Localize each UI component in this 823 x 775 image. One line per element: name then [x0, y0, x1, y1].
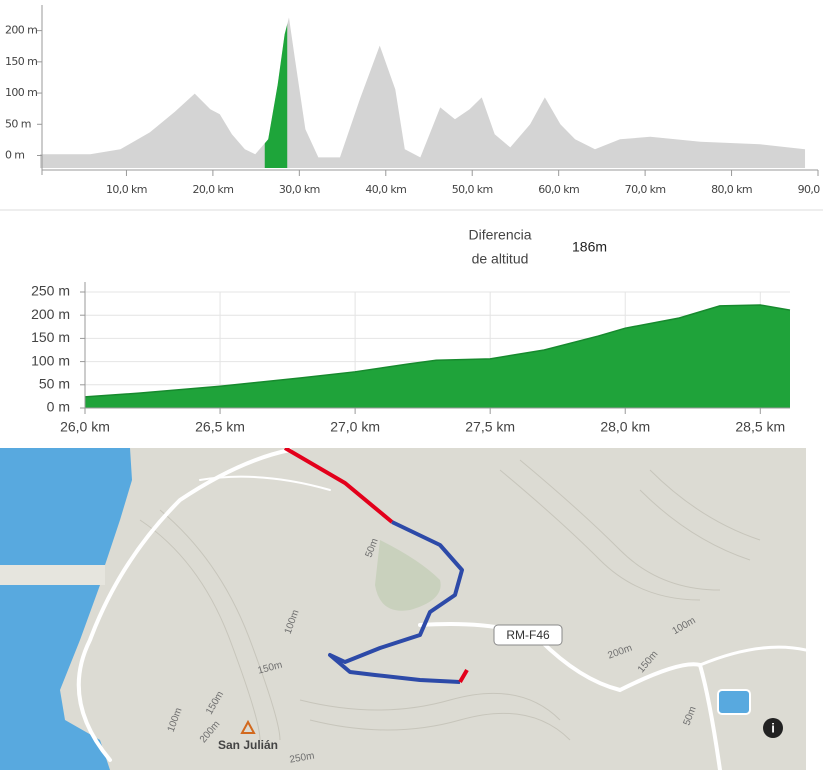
y-tick-label: 100 m	[31, 352, 70, 368]
map[interactable]: RM-F46 San Julián i 50m100m150m100m150m2…	[0, 448, 806, 770]
park	[375, 540, 441, 611]
stat-label: de altitud	[472, 251, 529, 267]
water	[0, 585, 110, 770]
x-tick-label: 26,0 km	[60, 419, 110, 435]
x-tick-label: 28,5 km	[735, 419, 785, 435]
x-tick-label: 40,0 km	[365, 183, 406, 196]
route-start	[283, 448, 394, 524]
elevation-area	[40, 17, 806, 169]
y-tick-label: 150 m	[5, 55, 37, 68]
stat-value: 186m	[572, 239, 607, 255]
y-tick-label: 100 m	[5, 86, 37, 99]
road-shield	[493, 624, 563, 646]
x-tick-label: 60,0 km	[538, 183, 579, 196]
x-tick-label: 10,0 km	[106, 183, 147, 196]
peak-icon	[240, 719, 256, 734]
road-label: RM-F46	[506, 628, 550, 642]
y-tick-label: 150 m	[31, 329, 70, 345]
x-tick-label: 28,0 km	[600, 419, 650, 435]
contour-label: 250m	[289, 751, 316, 766]
route-end	[458, 668, 469, 684]
y-tick-label: 200 m	[5, 24, 37, 37]
x-tick-label: 27,5 km	[465, 419, 515, 435]
y-tick-label: 50 m	[5, 117, 31, 130]
water	[0, 448, 132, 565]
x-tick-label: 26,5 km	[195, 419, 245, 435]
info-button[interactable]	[763, 718, 783, 738]
pond	[717, 689, 751, 715]
x-tick-label: 70,0 km	[625, 183, 666, 196]
y-tick-label: 200 m	[31, 306, 70, 322]
x-tick-label: 27,0 km	[330, 419, 380, 435]
y-tick-label: 0 m	[47, 399, 70, 415]
elevation-line	[84, 304, 791, 398]
stat-label: Diferencia	[468, 227, 531, 243]
contours	[139, 459, 761, 741]
elevation-area	[85, 304, 790, 408]
y-tick-label: 250 m	[31, 283, 70, 299]
y-tick-label: 0 m	[5, 149, 24, 162]
info-icon: i	[771, 720, 775, 735]
x-tick-label: 20,0 km	[192, 183, 233, 196]
x-tick-label: 50,0 km	[452, 183, 493, 196]
route	[328, 520, 464, 684]
place-label: San Julián	[218, 738, 278, 752]
y-tick-label: 50 m	[39, 376, 70, 392]
x-tick-label: 90,0 km	[798, 183, 823, 196]
highlight-area	[264, 24, 288, 168]
pier	[0, 565, 105, 585]
x-tick-label: 30,0 km	[279, 183, 320, 196]
x-tick-label: 80,0 km	[711, 183, 752, 196]
